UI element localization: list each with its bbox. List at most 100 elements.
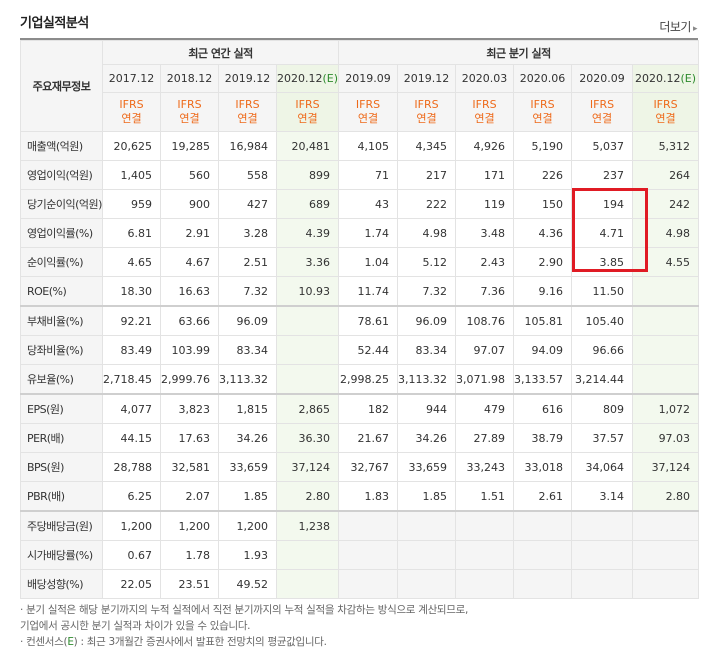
table-row: 당좌비율(%) 83.49 103.99 83.34 52.44 83.34 97.07 94… <box>20 335 700 365</box>
table-cell: 34,064 <box>571 452 634 482</box>
more-label: 더보기 <box>659 20 691 34</box>
note-line-3-post: ) : 최근 3개월간 증권사에서 발표한 전망치의 평균값입니다. <box>73 636 327 648</box>
table-cell: 43 <box>338 189 399 219</box>
table-cell: 19,285 <box>160 131 219 161</box>
table-cell: 34.26 <box>218 423 277 453</box>
table-cell: 96.09 <box>218 305 277 336</box>
period-label: 2020.03 <box>461 72 508 85</box>
period-label: 2018.12 <box>166 72 213 85</box>
ifrs-line1: IFRS <box>355 98 381 111</box>
table-cell <box>513 510 573 541</box>
table-cell: 217 <box>397 160 457 190</box>
table-cell: 2.07 <box>160 481 219 512</box>
ifrs-line1: IFRS <box>472 98 497 111</box>
table-row: PBR(배) 6.25 2.07 1.85 2.80 1.83 1.85 1.51 2.61 3.… <box>20 481 700 512</box>
more-link[interactable]: 더보기 ▸ <box>659 18 697 35</box>
table-row: 유보율(%) 2,718.45 2,999.76 3,113.32 2,998.25 3,… <box>20 364 700 395</box>
table-row: 영업이익(억원) 1,405 560 558 899 71 217 171 226 237 264 <box>20 160 700 190</box>
row-label: 시가배당률(%) <box>20 540 103 570</box>
table-cell: 222 <box>397 189 457 219</box>
table-cell: 7.32 <box>218 276 277 307</box>
period-header: 2020.03 <box>455 64 515 93</box>
ifrs-label: IFRS 연결 <box>513 92 573 132</box>
table-cell <box>632 569 700 599</box>
table-cell: 558 <box>218 160 277 190</box>
table-cell <box>571 569 634 599</box>
table-cell: 94.09 <box>513 335 573 365</box>
period-label: 2020.12 <box>635 72 681 85</box>
table-cell: 3.28 <box>218 218 277 248</box>
table-cell: 560 <box>160 160 219 190</box>
table-cell <box>397 569 457 599</box>
table-cell: 9.16 <box>513 276 573 307</box>
table-cell: 1,072 <box>632 393 700 424</box>
table-cell <box>275 569 340 599</box>
table-row: PER(배) 44.15 17.63 34.26 36.30 21.67 34.26 27.8… <box>20 423 700 453</box>
note-line-3-pre: · 컨센서스( <box>20 636 68 648</box>
table-cell: 1.74 <box>338 218 399 248</box>
table-cell <box>338 540 399 570</box>
row-label: PER(배) <box>20 423 103 453</box>
table-cell <box>275 305 340 336</box>
period-label: 2019.09 <box>345 72 391 85</box>
table-cell: 2.61 <box>513 481 573 512</box>
ifrs-label: IFRS 연결 <box>338 92 399 132</box>
row-label: BPS(원) <box>20 452 103 482</box>
table-cell <box>632 335 700 365</box>
table-body: 매출액(억원) 20,625 19,285 16,984 20,481 4,105 4,34… <box>20 131 700 599</box>
table-cell: 5,190 <box>513 131 573 161</box>
table-cell: 3,133.57 <box>513 364 573 395</box>
ifrs-label: IFRS 연결 <box>632 92 700 132</box>
ifrs-line1: IFRS <box>235 98 260 111</box>
table-cell: 32,581 <box>160 452 219 482</box>
ifrs-line2: 연결 <box>416 112 437 125</box>
table-cell <box>275 540 340 570</box>
ifrs-line1: IFRS <box>589 98 615 111</box>
table-cell: 3.36 <box>275 247 340 277</box>
note-line-1: · 분기 실적은 해당 분기까지의 누적 실적에서 직전 분기까지의 누적 실적… <box>20 604 469 616</box>
table-cell: 226 <box>513 160 573 190</box>
table-cell: 1.93 <box>218 540 277 570</box>
table-cell: 3,113.32 <box>218 364 277 395</box>
table-cell: 21.67 <box>338 423 399 453</box>
row-header-title: 주요재무정보 <box>20 40 103 132</box>
table-cell: 83.49 <box>102 335 161 365</box>
period-header: 2017.12 <box>102 64 161 93</box>
estimate-mark: (E) <box>680 72 697 85</box>
note-line-2: 기업에서 공시한 분기 실적과 차이가 있을 수 있습니다. <box>20 620 251 632</box>
ifrs-label: IFRS 연결 <box>160 92 219 132</box>
table-cell: 150 <box>513 189 573 219</box>
ifrs-line2: 연결 <box>591 112 613 125</box>
row-label: EPS(원) <box>20 393 103 424</box>
table-cell: 194 <box>571 189 634 219</box>
table-cell <box>455 569 515 599</box>
table-cell: 37,124 <box>275 452 340 482</box>
table-cell: 4,345 <box>397 131 457 161</box>
table-cell <box>632 364 700 395</box>
table-cell <box>632 305 700 336</box>
table-cell: 809 <box>571 393 634 424</box>
period-header: 2019.12 <box>397 64 457 93</box>
table-cell: 4,105 <box>338 131 399 161</box>
table-cell: 49.52 <box>218 569 277 599</box>
period-label: 2019.12 <box>224 72 271 85</box>
note-line-3-e: E <box>67 636 74 648</box>
table-cell <box>513 569 573 599</box>
top-divider <box>20 38 698 40</box>
table-cell: 242 <box>632 189 700 219</box>
table-cell: 4.98 <box>632 218 700 248</box>
table-row: 주당배당금(원) 1,200 1,200 1,200 1,238 <box>20 510 700 541</box>
table-cell: 4,077 <box>102 393 161 424</box>
table-cell: 6.25 <box>102 481 161 512</box>
table-cell: 11.50 <box>571 276 634 307</box>
table-cell: 1.85 <box>218 481 277 512</box>
table-cell: 11.74 <box>338 276 399 307</box>
table-cell: 7.32 <box>397 276 457 307</box>
quarter-group-header: 최근 분기 실적 <box>338 40 700 65</box>
table-cell: 28,788 <box>102 452 161 482</box>
table-cell: 108.76 <box>455 305 515 336</box>
table-cell: 97.03 <box>632 423 700 453</box>
table-cell: 2.43 <box>455 247 515 277</box>
table-cell: 96.09 <box>397 305 457 336</box>
table-cell: 182 <box>338 393 399 424</box>
